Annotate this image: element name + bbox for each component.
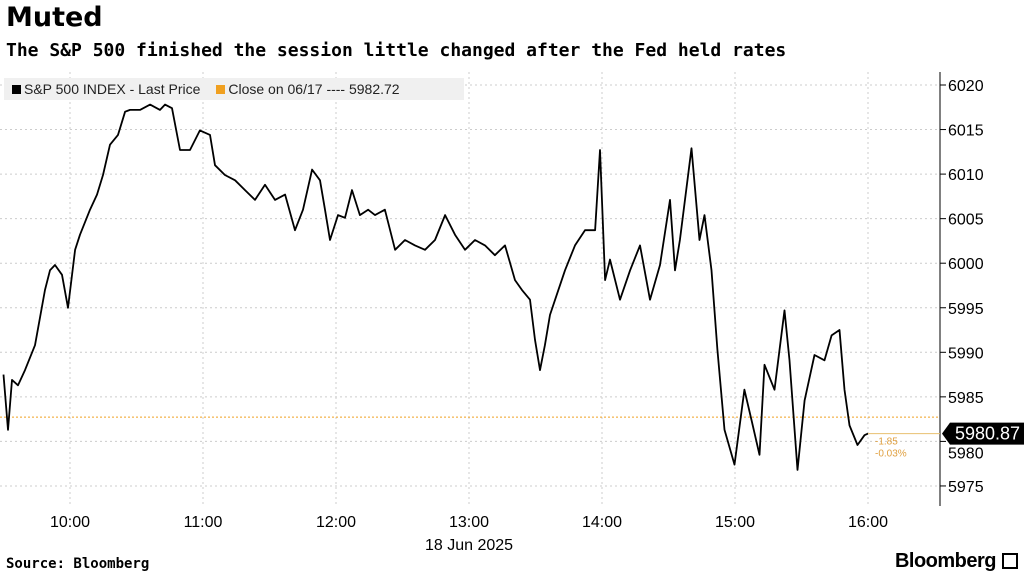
legend-swatch-orange — [216, 85, 226, 94]
x-tick-label: 10:00 — [50, 514, 90, 531]
legend-label: S&P 500 INDEX - Last Price — [24, 81, 201, 97]
y-tick-label: 6005 — [948, 212, 984, 229]
y-tick-label: 6000 — [948, 256, 984, 273]
legend-swatch-black — [12, 85, 21, 94]
legend-label: Close on 06/17 ---- 5982.72 — [228, 81, 400, 97]
y-tick-label: 6010 — [948, 167, 984, 184]
chart-subtitle: The S&P 500 finished the session little … — [6, 40, 787, 61]
y-tick-label: 6015 — [948, 123, 984, 140]
x-tick-label: 11:00 — [184, 514, 223, 531]
bloomberg-logo: Bloomberg — [894, 550, 997, 572]
y-tick-label: 5985 — [948, 390, 984, 407]
x-tick-label: 13:00 — [449, 514, 489, 531]
y-tick-label: 5980 — [948, 446, 984, 463]
y-tick-label: 5995 — [948, 301, 984, 318]
price-series-line — [2, 103, 869, 471]
legend-item-price: S&P 500 INDEX - Last Price — [12, 81, 200, 97]
bloomberg-logo-icon — [1002, 553, 1018, 569]
y-tick-label: 5990 — [948, 345, 984, 362]
x-tick-label: 15:00 — [715, 514, 755, 531]
change-percent: -0.03% — [875, 449, 907, 460]
x-axis-label: 18 Jun 2025 — [425, 537, 513, 554]
last-value-badge — [942, 422, 1024, 445]
source-note: Source: Bloomberg — [6, 556, 150, 572]
chart-title: Muted — [6, 2, 103, 33]
x-tick-label: 16:00 — [848, 514, 888, 531]
last-value-label: 5980.87 — [955, 424, 1020, 444]
x-tick-label: 12:00 — [316, 514, 356, 531]
y-tick-label: 6020 — [948, 78, 984, 95]
legend: S&P 500 INDEX - Last Price Close on 06/1… — [4, 78, 464, 100]
change-points: -1.85 — [875, 437, 898, 448]
y-tick-label: 5975 — [948, 479, 984, 496]
legend-item-close: Close on 06/17 ---- 5982.72 — [216, 81, 400, 97]
x-tick-label: 14:00 — [582, 514, 622, 531]
